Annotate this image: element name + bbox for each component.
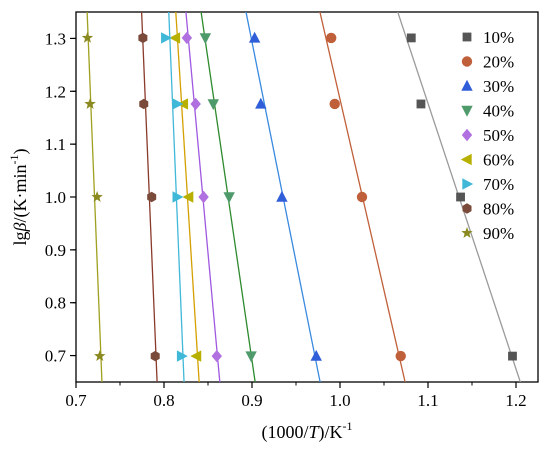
x-tick-label: 1.1 <box>417 391 438 410</box>
y-tick-label: 0.7 <box>45 347 67 366</box>
data-point-series-5 <box>198 190 209 204</box>
data-point-series-7 <box>161 32 172 44</box>
data-point-series-6 <box>190 350 202 362</box>
data-point-series-8 <box>139 98 149 110</box>
legend-marker-3 <box>461 79 473 91</box>
fit-line-8 <box>140 12 158 382</box>
x-axis-title-part: (1000/ <box>261 422 308 443</box>
legend-marker-9 <box>461 227 473 238</box>
data-point-series-9 <box>91 191 103 202</box>
y-tick-label: 1.3 <box>45 29 66 48</box>
legend-marker-6 <box>460 153 472 166</box>
x-tick-label: 0.7 <box>65 391 87 410</box>
y-tick-label: 0.9 <box>45 241 66 260</box>
data-point-series-4 <box>199 33 212 45</box>
x-tick-label: 1.0 <box>329 391 350 410</box>
y-axis-title: lgβ/(K·min-1) <box>7 149 31 246</box>
x-axis-title-unit: )/K <box>319 422 343 443</box>
x-axis: 0.7 0.8 0.9 1.0 1.1 1.2 <box>65 382 527 410</box>
y-axis-title-close: ) <box>10 149 31 155</box>
x-axis-title-exp: -1 <box>343 419 353 433</box>
x-axis-title-var: T <box>308 422 320 442</box>
legend: 10% 20% 30% 40% 50% 60% 70% 80% 90% <box>460 28 514 243</box>
x-tick-label: 1.2 <box>505 391 526 410</box>
data-point-series-8 <box>150 350 160 362</box>
data-point-series-9 <box>81 31 94 43</box>
fit-line-9 <box>86 12 103 382</box>
legend-marker-4 <box>461 105 473 117</box>
data-point-series-3 <box>276 190 288 202</box>
y-axis-title-exp: -1 <box>7 155 21 165</box>
y-tick-label: 1.0 <box>45 188 66 207</box>
data-point-series-2 <box>395 350 406 362</box>
legend-label-5: 50% <box>483 126 514 145</box>
legend-label-6: 60% <box>483 151 514 170</box>
y-tick-label: 0.8 <box>45 294 66 313</box>
y-axis-title-unit: /(K·min <box>10 165 31 223</box>
data-point-series-7 <box>176 350 188 362</box>
x-axis-title: (1000/T)/K-1 <box>261 419 352 443</box>
data-point-series-3 <box>310 349 322 361</box>
legend-marker-1 <box>462 32 472 42</box>
legend-marker-5 <box>461 128 473 142</box>
data-point-series-8 <box>138 32 148 44</box>
data-point-series-2 <box>326 32 337 44</box>
data-point-series-1 <box>416 99 426 109</box>
data-point-series-3 <box>255 97 267 109</box>
data-point-series-6 <box>169 32 181 44</box>
plot-frame <box>75 11 539 383</box>
y-axis: 0.7 0.8 0.9 1.0 1.1 1.2 1.3 <box>45 29 76 366</box>
legend-label-7: 70% <box>483 175 514 194</box>
data-point-series-7 <box>172 191 184 203</box>
legend-marker-8 <box>462 203 472 214</box>
legend-label-9: 90% <box>483 224 514 243</box>
data-point-series-2 <box>329 98 340 110</box>
y-tick-label: 1.2 <box>45 82 66 101</box>
data-point-series-4 <box>245 351 257 363</box>
data-point-series-4 <box>223 192 235 204</box>
legend-label-8: 80% <box>483 200 514 219</box>
legend-marker-7 <box>462 178 474 190</box>
data-point-series-5 <box>181 31 193 45</box>
fit-line-5 <box>185 12 221 382</box>
data-point-series-5 <box>190 97 201 111</box>
data-point-series-8 <box>147 191 157 203</box>
y-axis-title-var: β <box>10 222 30 232</box>
fit-line-2 <box>319 12 406 382</box>
y-axis-title-part: lg <box>10 231 30 245</box>
legend-label-2: 20% <box>483 53 514 72</box>
data-point-series-5 <box>211 349 222 363</box>
data-point-series-1 <box>508 351 517 361</box>
data-markers <box>81 31 517 363</box>
data-point-series-4 <box>207 99 219 111</box>
data-point-series-9 <box>84 97 96 109</box>
data-point-series-6 <box>182 191 194 203</box>
legend-label-1: 10% <box>483 28 514 47</box>
fit-line-6 <box>175 12 200 382</box>
data-point-series-3 <box>248 31 261 43</box>
y-tick-label: 1.1 <box>45 135 66 154</box>
data-point-series-1 <box>406 33 416 43</box>
legend-label-3: 30% <box>483 77 514 96</box>
legend-marker-2 <box>461 56 473 67</box>
x-tick-label: 0.8 <box>153 391 174 410</box>
data-point-series-2 <box>356 191 368 203</box>
fit-line-4 <box>200 12 256 382</box>
x-tick-label: 0.9 <box>241 391 262 410</box>
legend-label-4: 40% <box>483 102 514 121</box>
fit-line-3 <box>245 12 321 382</box>
data-point-series-1 <box>456 192 465 202</box>
data-point-series-9 <box>94 350 106 361</box>
data-point-series-7 <box>172 98 184 110</box>
fit-line-7 <box>168 12 185 382</box>
